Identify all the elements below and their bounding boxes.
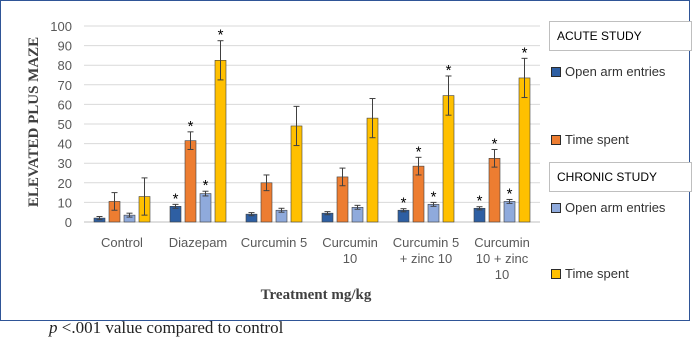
legend-acute-title: ACUTE STUDY [557,29,642,43]
legend-acute-time-spent: Time spent [551,132,629,147]
x-tick-label: + zinc 10 [400,251,452,266]
y-tick-label: 40 [58,137,72,152]
gridlines [84,25,540,223]
significance-marker: * [218,27,224,44]
x-tick-label: Diazepam [169,235,228,250]
legend-chronic-time-spent: Time spent [551,266,629,281]
x-tick-label: 10 [343,251,357,266]
y-tick-label: 0 [65,215,72,230]
legend-acute-header-box [549,21,692,51]
bar [214,59,227,223]
bars: * * * * * * * * * * * * [93,27,531,223]
significance-marker: * [188,118,194,135]
x-tick-label: Curcumin 5 [241,235,307,250]
x-tick-label: Control [101,235,143,250]
x-tick-label: Curcumin [322,235,378,250]
legend-label: Time spent [565,132,629,147]
legend-chronic-title: CHRONIC STUDY [557,170,658,184]
significance-marker: * [446,62,452,79]
y-tick-label: 70 [58,78,72,93]
y-tick-label: 60 [58,97,72,112]
significance-marker: * [507,185,513,202]
y-tick-label: 80 [58,58,72,73]
y-tick-label: 30 [58,156,72,171]
significance-marker: * [173,190,179,207]
chart-frame [0,0,690,321]
x-tick-labels: Control Diazepam Curcumin 5 Curcumin10Curcu… [101,235,530,282]
footnote-text: <.001 value compared to control [57,318,284,337]
significance-marker: * [416,143,422,160]
bar [518,77,531,223]
y-tick-label: 90 [58,39,72,54]
significance-marker: * [492,135,498,152]
bar [199,193,212,223]
bar [488,158,501,223]
footnote-p-symbol: p [49,318,58,337]
legend-swatch-chronic-time [551,268,561,279]
footnote: p <.001 value compared to control [49,318,283,338]
legend-acute-open-arm: Open arm entries [551,64,665,79]
x-axis-label: Treatment mg/kg [261,287,372,303]
legend-swatch-acute-open [551,66,561,77]
legend-label: Open arm entries [565,200,666,215]
legend-label: Time spent [565,266,629,281]
legend-chronic-header-box [549,162,692,192]
legend-swatch-chronic-open [551,202,561,213]
significance-marker: * [431,188,437,205]
significance-marker: * [401,195,407,212]
significance-marker: * [477,193,483,210]
y-tick-label: 10 [58,195,72,210]
x-tick-label: Curcumin [474,235,530,250]
y-tick-label: 50 [58,117,72,132]
legend-label: Open arm entries [565,64,666,79]
x-tick-label: Curcumin 5 [393,235,459,250]
significance-marker: * [522,44,528,61]
x-tick-label: 10 [495,267,509,282]
y-tick-label: 100 [50,19,72,34]
legend-swatch-acute-time [551,134,561,145]
y-axis-label: ELEVATED PLUS MAZE [26,37,42,207]
x-tick-label: 10 + zinc [476,251,529,266]
bar [184,140,197,223]
legend-chronic-open-arm: Open arm entries [551,200,665,215]
y-tick-labels: 0 10 20 30 40 50 60 70 80 90 100 [50,19,72,230]
y-tick-label: 20 [58,176,72,191]
bar [427,204,440,223]
significance-marker: * [203,177,209,194]
bar [503,201,516,223]
